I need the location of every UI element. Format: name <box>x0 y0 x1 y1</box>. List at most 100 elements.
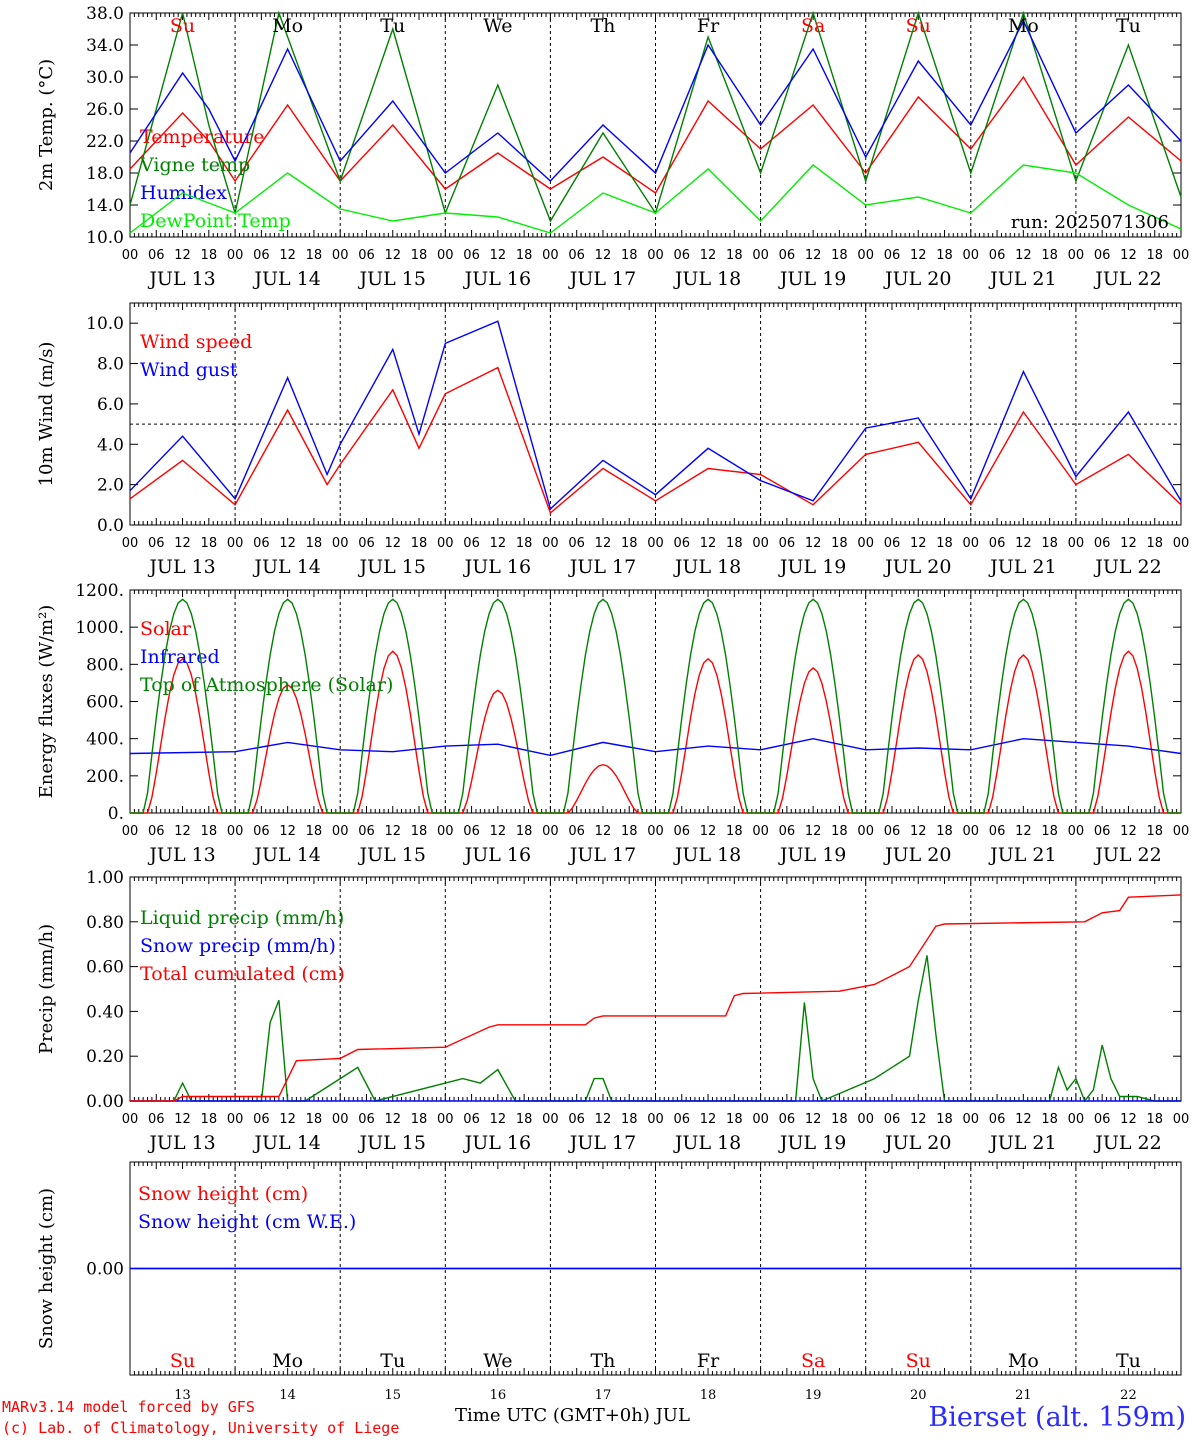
y-tick-label: 0.20 <box>86 1047 124 1067</box>
legend-entry: Infrared <box>140 646 220 668</box>
weekday-label: Tu <box>1116 15 1141 37</box>
date-label: JUL 19 <box>778 556 846 578</box>
hour-label: 12 <box>805 536 822 551</box>
day-number: 21 <box>1015 1388 1032 1403</box>
hour-label: 18 <box>306 1112 323 1127</box>
hour-label: 06 <box>989 248 1006 263</box>
hour-label: 12 <box>595 1112 612 1127</box>
hour-label: 18 <box>831 248 848 263</box>
station-name: Bierset (alt. 159m) <box>928 1402 1186 1433</box>
weekday-label: Th <box>590 1350 615 1372</box>
legend-entry: Wind speed <box>140 331 252 353</box>
date-label: JUL 19 <box>778 1132 846 1154</box>
y-tick-label: 400. <box>86 730 124 750</box>
hour-label: 18 <box>621 824 638 839</box>
y-axis-label: Energy fluxes (W/m²) <box>36 605 57 799</box>
hour-label: 00 <box>437 248 454 263</box>
date-label: JUL 20 <box>883 844 951 866</box>
date-label: JUL 16 <box>463 1132 531 1154</box>
hour-label: 18 <box>306 248 323 263</box>
date-label: JUL 13 <box>147 844 215 866</box>
weekday-label: Mo <box>272 15 303 37</box>
x-axis-title: Time UTC (GMT+0h) JUL <box>455 1405 690 1426</box>
weekday-label: We <box>483 15 512 37</box>
hour-label: 00 <box>963 824 980 839</box>
hour-label: 12 <box>700 248 717 263</box>
hour-label: 06 <box>568 248 585 263</box>
hour-label: 12 <box>805 1112 822 1127</box>
hour-label: 06 <box>253 248 270 263</box>
hour-label: 18 <box>621 248 638 263</box>
hour-label: 12 <box>910 1112 927 1127</box>
hour-label: 12 <box>910 248 927 263</box>
hour-label: 18 <box>1146 248 1163 263</box>
hour-label: 00 <box>1173 536 1190 551</box>
hour-label: 00 <box>1068 1112 1085 1127</box>
hour-label: 06 <box>148 1112 165 1127</box>
date-label: JUL 22 <box>1093 1132 1161 1154</box>
hour-label: 06 <box>568 536 585 551</box>
hour-label: 18 <box>411 536 428 551</box>
hour-label: 00 <box>542 1112 559 1127</box>
y-tick-label: 1200. <box>75 581 124 601</box>
y-tick-label: 200. <box>86 767 124 787</box>
panel-frame-1 <box>129 12 1182 238</box>
hour-label: 06 <box>989 1112 1006 1127</box>
legend-entry: Temperature <box>140 126 264 148</box>
panel-frame-3 <box>129 589 1182 814</box>
hour-label: 12 <box>490 1112 507 1127</box>
hour-label: 06 <box>463 536 480 551</box>
date-label: JUL 19 <box>778 268 846 290</box>
hour-label: 06 <box>568 1112 585 1127</box>
hour-label: 12 <box>910 536 927 551</box>
y-tick-label: 1000. <box>75 618 124 638</box>
date-label: JUL 19 <box>778 844 846 866</box>
hour-label: 00 <box>647 1112 664 1127</box>
legend-entry: Snow precip (mm/h) <box>140 935 336 957</box>
hour-label: 18 <box>516 248 533 263</box>
hour-label: 12 <box>279 1112 296 1127</box>
hour-label: 00 <box>857 1112 874 1127</box>
hour-label: 06 <box>884 824 901 839</box>
date-label: JUL 18 <box>673 844 741 866</box>
series-line <box>129 320 1182 511</box>
weekday-label: Tu <box>1116 1350 1141 1372</box>
hour-label: 00 <box>437 536 454 551</box>
hour-label: 06 <box>463 1112 480 1127</box>
hour-label: 06 <box>779 824 796 839</box>
hour-label: 06 <box>463 824 480 839</box>
date-label: JUL 18 <box>673 268 741 290</box>
hour-label: 06 <box>1094 248 1111 263</box>
hour-label: 12 <box>700 1112 717 1127</box>
run-annotation: run: 2025071306 <box>1011 212 1169 233</box>
hour-label: 18 <box>936 1112 953 1127</box>
y-tick-label: 8.0 <box>97 355 124 375</box>
date-label: JUL 22 <box>1093 556 1161 578</box>
hour-label: 18 <box>726 248 743 263</box>
hour-label: 12 <box>1015 536 1032 551</box>
weekday-label: Su <box>906 15 931 37</box>
date-label: JUL 13 <box>147 556 215 578</box>
hour-label: 06 <box>1094 536 1111 551</box>
legend-entry: DewPoint Temp <box>140 210 291 232</box>
hour-label: 12 <box>1120 824 1137 839</box>
date-label: JUL 15 <box>358 1132 426 1154</box>
hour-label: 00 <box>1068 248 1085 263</box>
date-label: JUL 16 <box>463 268 531 290</box>
hour-label: 12 <box>279 248 296 263</box>
date-label: JUL 21 <box>988 268 1056 290</box>
y-tick-label: 10.0 <box>86 228 124 248</box>
hour-label: 12 <box>490 536 507 551</box>
weekday-label: Tu <box>380 1350 405 1372</box>
y-tick-label: 0.00 <box>86 1260 124 1280</box>
y-axis-label: Snow height (cm) <box>36 1188 57 1349</box>
weekday-label: Su <box>906 1350 931 1372</box>
legend-entry: Vigne temp <box>139 154 250 176</box>
hour-label: 12 <box>595 536 612 551</box>
hour-label: 00 <box>122 1112 139 1127</box>
hour-label: 12 <box>174 1112 191 1127</box>
date-label: JUL 17 <box>568 268 636 290</box>
day-number: 17 <box>595 1388 612 1403</box>
hour-label: 18 <box>411 248 428 263</box>
hour-label: 06 <box>674 248 691 263</box>
